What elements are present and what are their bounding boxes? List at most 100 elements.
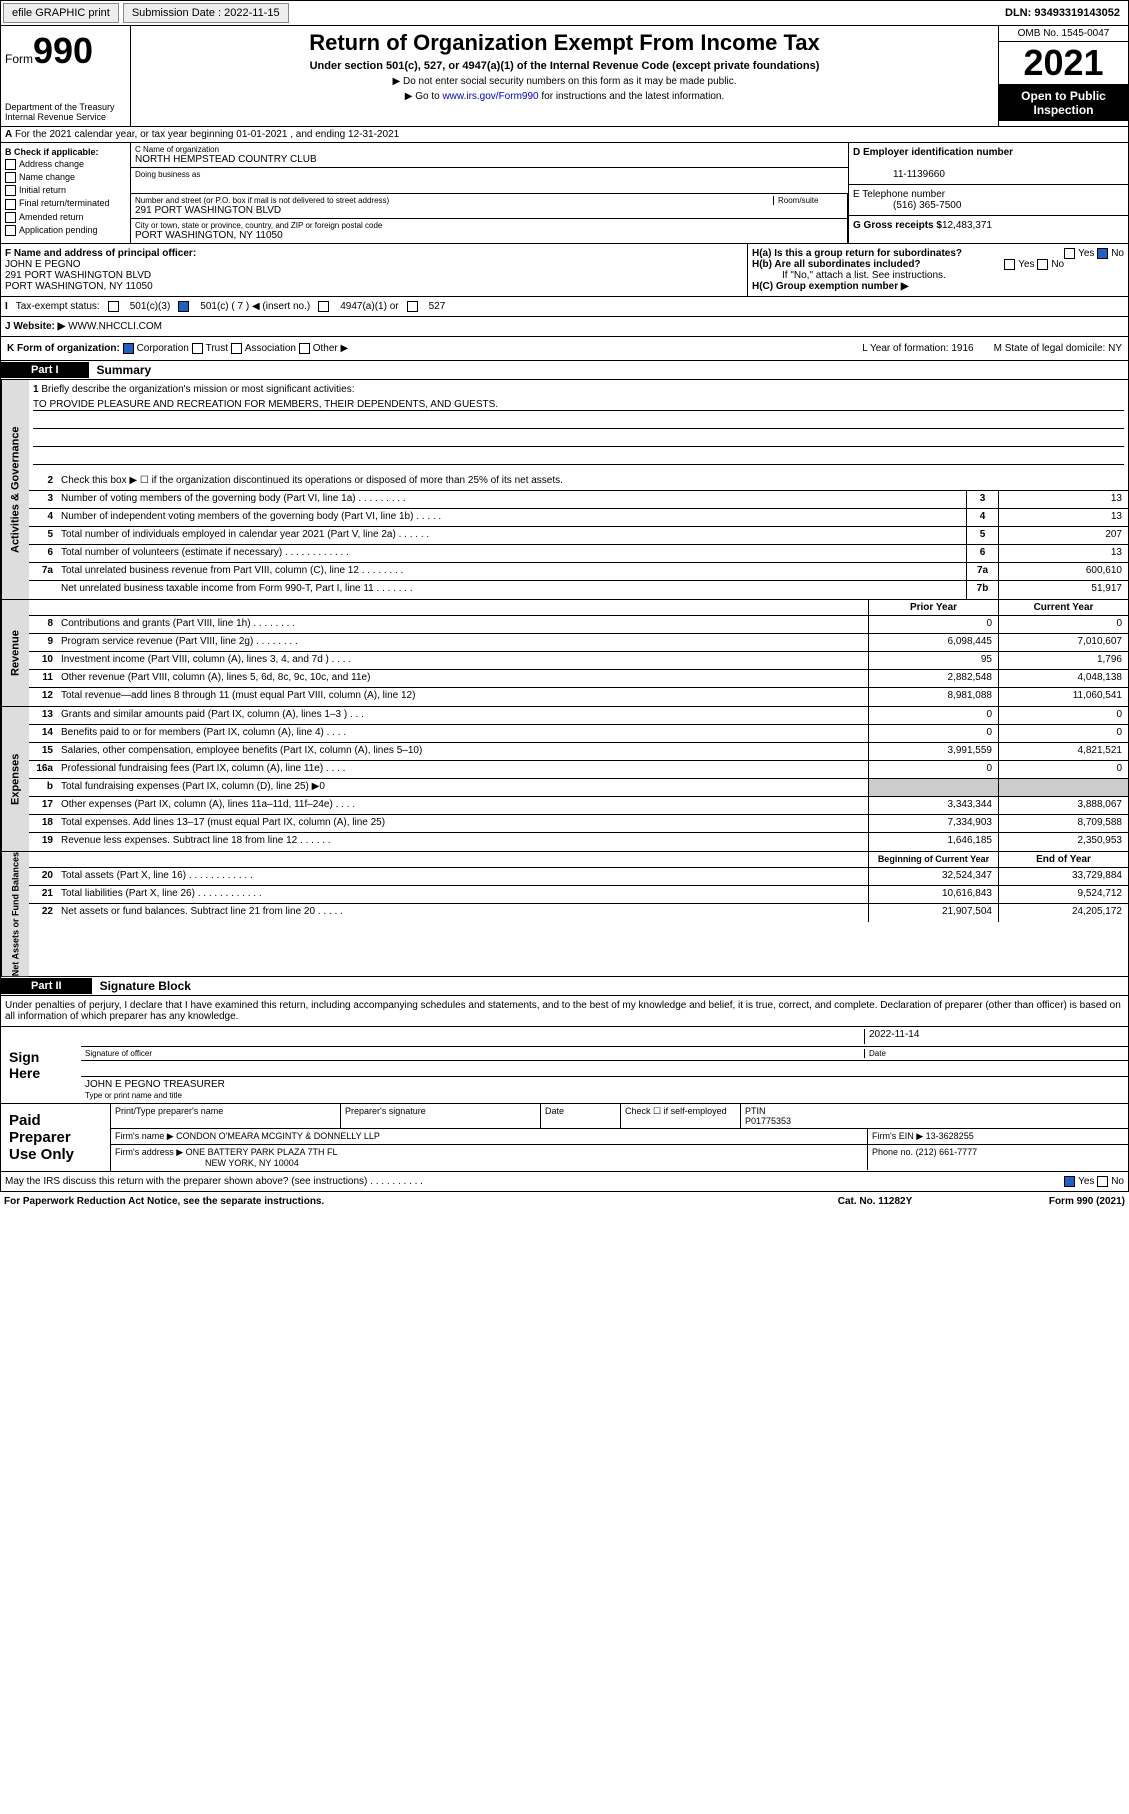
table-row: 9Program service revenue (Part VIII, lin…: [29, 634, 1128, 652]
table-row: 19Revenue less expenses. Subtract line 1…: [29, 833, 1128, 851]
dba-block: Doing business as: [131, 168, 848, 194]
efile-btn[interactable]: efile GRAPHIC print: [3, 3, 119, 23]
tax-year: 2021: [999, 42, 1128, 85]
cat-no: Cat. No. 11282Y: [775, 1196, 975, 1207]
gov-line: 2Check this box ▶ ☐ if the organization …: [29, 473, 1128, 491]
k-other: Other ▶: [313, 343, 348, 354]
firm-addr-label: Firm's address ▶: [115, 1147, 183, 1157]
gov-line: 5Total number of individuals employed in…: [29, 527, 1128, 545]
prep-h2: Preparer's signature: [341, 1104, 541, 1128]
preparer-block: Paid Preparer Use Only Print/Type prepar…: [0, 1104, 1129, 1172]
rev-header: Prior YearCurrent Year: [29, 600, 1128, 616]
city-label: City or town, state or province, country…: [135, 221, 843, 230]
row-j: J Website: ▶ WWW.NHCCLI.COM: [0, 317, 1129, 337]
cb-app[interactable]: Application pending: [5, 225, 126, 236]
table-row: 18Total expenses. Add lines 13–17 (must …: [29, 815, 1128, 833]
row-i: ITax-exempt status: 501(c)(3) 501(c) ( 7…: [0, 297, 1129, 317]
ein: 11-1139660: [853, 169, 945, 180]
revenue-section: Revenue Prior YearCurrent Year 8Contribu…: [0, 600, 1129, 707]
i-501c: 501(c) ( 7 ) ◀ (insert no.): [200, 301, 310, 312]
table-row: 16aProfessional fundraising fees (Part I…: [29, 761, 1128, 779]
part2-title: Signature Block: [92, 977, 199, 995]
mission-value: TO PROVIDE PLEASURE AND RECREATION FOR M…: [33, 399, 1124, 411]
prep-h3: Date: [541, 1104, 621, 1128]
street-block: Number and street (or P.O. box if mail i…: [131, 194, 847, 219]
firm-ein: 13-3628255: [926, 1131, 974, 1141]
col-right: D Employer identification number 11-1139…: [848, 143, 1128, 243]
firm-city: NEW YORK, NY 10004: [115, 1158, 299, 1168]
prep-hdr: Paid Preparer Use Only: [1, 1104, 111, 1171]
line1-num: 1: [33, 384, 39, 395]
no: No: [1111, 1176, 1124, 1187]
table-row: 8Contributions and grants (Part VIII, li…: [29, 616, 1128, 634]
row-a-text: For the 2021 calendar year, or tax year …: [15, 129, 399, 140]
firm-name: CONDON O'MEARA MCGINTY & DONNELLY LLP: [176, 1131, 380, 1141]
g-label: G Gross receipts $: [853, 220, 942, 231]
k-trust: Trust: [206, 343, 228, 354]
net-header: Beginning of Current YearEnd of Year: [29, 852, 1128, 868]
m-state: M State of legal domicile: NY: [994, 343, 1122, 354]
yes: Yes: [1078, 1176, 1094, 1187]
footer-q: May the IRS discuss this return with the…: [0, 1172, 1129, 1192]
part1-title: Summary: [89, 361, 160, 379]
part1-bar: Part I Summary: [0, 361, 1129, 380]
firm-addr: ONE BATTERY PARK PLAZA 7TH FL: [186, 1147, 338, 1157]
name-block: C Name of organization NORTH HEMPSTEAD C…: [131, 143, 848, 168]
cb-addr[interactable]: Address change: [5, 159, 126, 170]
dln: DLN: 93493319143052: [997, 4, 1128, 22]
table-row: 20Total assets (Part X, line 16) . . . .…: [29, 868, 1128, 886]
irs-link[interactable]: www.irs.gov/Form990: [442, 91, 538, 102]
mission-block: 1 Briefly describe the organization's mi…: [29, 380, 1128, 473]
gov-line: Net unrelated business taxable income fr…: [29, 581, 1128, 599]
table-row: 12Total revenue—add lines 8 through 11 (…: [29, 688, 1128, 706]
omb: OMB No. 1545-0047: [999, 26, 1128, 42]
side-revenue: Revenue: [1, 600, 29, 706]
part2-bar: Part II Signature Block: [0, 977, 1129, 996]
cb-init[interactable]: Initial return: [5, 185, 126, 196]
officer-city: PORT WASHINGTON, NY 11050: [5, 281, 153, 292]
table-row: 21Total liabilities (Part X, line 26) . …: [29, 886, 1128, 904]
officer-addr: 291 PORT WASHINGTON BLVD: [5, 270, 151, 281]
dba-label: Doing business as: [135, 170, 844, 179]
ph-label: Phone no.: [872, 1147, 913, 1157]
cb-amend[interactable]: Amended return: [5, 212, 126, 223]
ha: H(a) Is this a group return for subordin…: [752, 248, 1124, 259]
gov-line: 7aTotal unrelated business revenue from …: [29, 563, 1128, 581]
room-label: Room/suite: [773, 196, 843, 205]
e-label: E Telephone number: [853, 189, 945, 200]
side-net: Net Assets or Fund Balances: [1, 852, 29, 976]
street: 291 PORT WASHINGTON BLVD: [135, 205, 843, 216]
header-mid: Return of Organization Exempt From Incom…: [131, 26, 998, 126]
section-bc: B Check if applicable: Address change Na…: [0, 143, 1129, 244]
b-header: B Check if applicable:: [5, 147, 99, 157]
ein-label: Firm's EIN ▶: [872, 1131, 923, 1141]
gov-line: 6Total number of volunteers (estimate if…: [29, 545, 1128, 563]
cb-final[interactable]: Final return/terminated: [5, 198, 126, 209]
note2: ▶ Go to www.irs.gov/Form990 for instruct…: [405, 91, 725, 102]
row-a: A For the 2021 calendar year, or tax yea…: [0, 127, 1129, 143]
hc: H(C) Group exemption number ▶: [752, 281, 1124, 292]
table-row: 17Other expenses (Part IX, column (A), l…: [29, 797, 1128, 815]
ptin: P01775353: [745, 1116, 791, 1126]
gov-line: 4Number of independent voting members of…: [29, 509, 1128, 527]
paperwork-note: For Paperwork Reduction Act Notice, see …: [4, 1196, 775, 1207]
signer-name: JOHN E PEGNO TREASURER: [85, 1079, 225, 1090]
section-f: F Name and address of principal officer:…: [0, 244, 1129, 297]
sign-here: Sign Here: [1, 1027, 81, 1103]
submission-date: Submission Date : 2022-11-15: [123, 3, 289, 23]
form-ref: Form 990 (2021): [975, 1196, 1125, 1207]
sig-label: Signature of officer: [85, 1049, 864, 1058]
col-cde: C Name of organization NORTH HEMPSTEAD C…: [131, 143, 1128, 243]
open-public: Open to Public Inspection: [999, 85, 1128, 121]
table-row: 11Other revenue (Part VIII, column (A), …: [29, 670, 1128, 688]
cb-name[interactable]: Name change: [5, 172, 126, 183]
current-year-hdr: Current Year: [998, 600, 1128, 615]
table-row: bTotal fundraising expenses (Part IX, co…: [29, 779, 1128, 797]
f-left: F Name and address of principal officer:…: [1, 244, 748, 296]
gross-block: G Gross receipts $12,483,371: [849, 216, 1128, 235]
declaration: Under penalties of perjury, I declare th…: [0, 996, 1129, 1027]
prior-year-hdr: Prior Year: [868, 600, 998, 615]
table-row: 15Salaries, other compensation, employee…: [29, 743, 1128, 761]
prep-h5: PTIN: [745, 1106, 766, 1116]
gov-line: 3Number of voting members of the governi…: [29, 491, 1128, 509]
